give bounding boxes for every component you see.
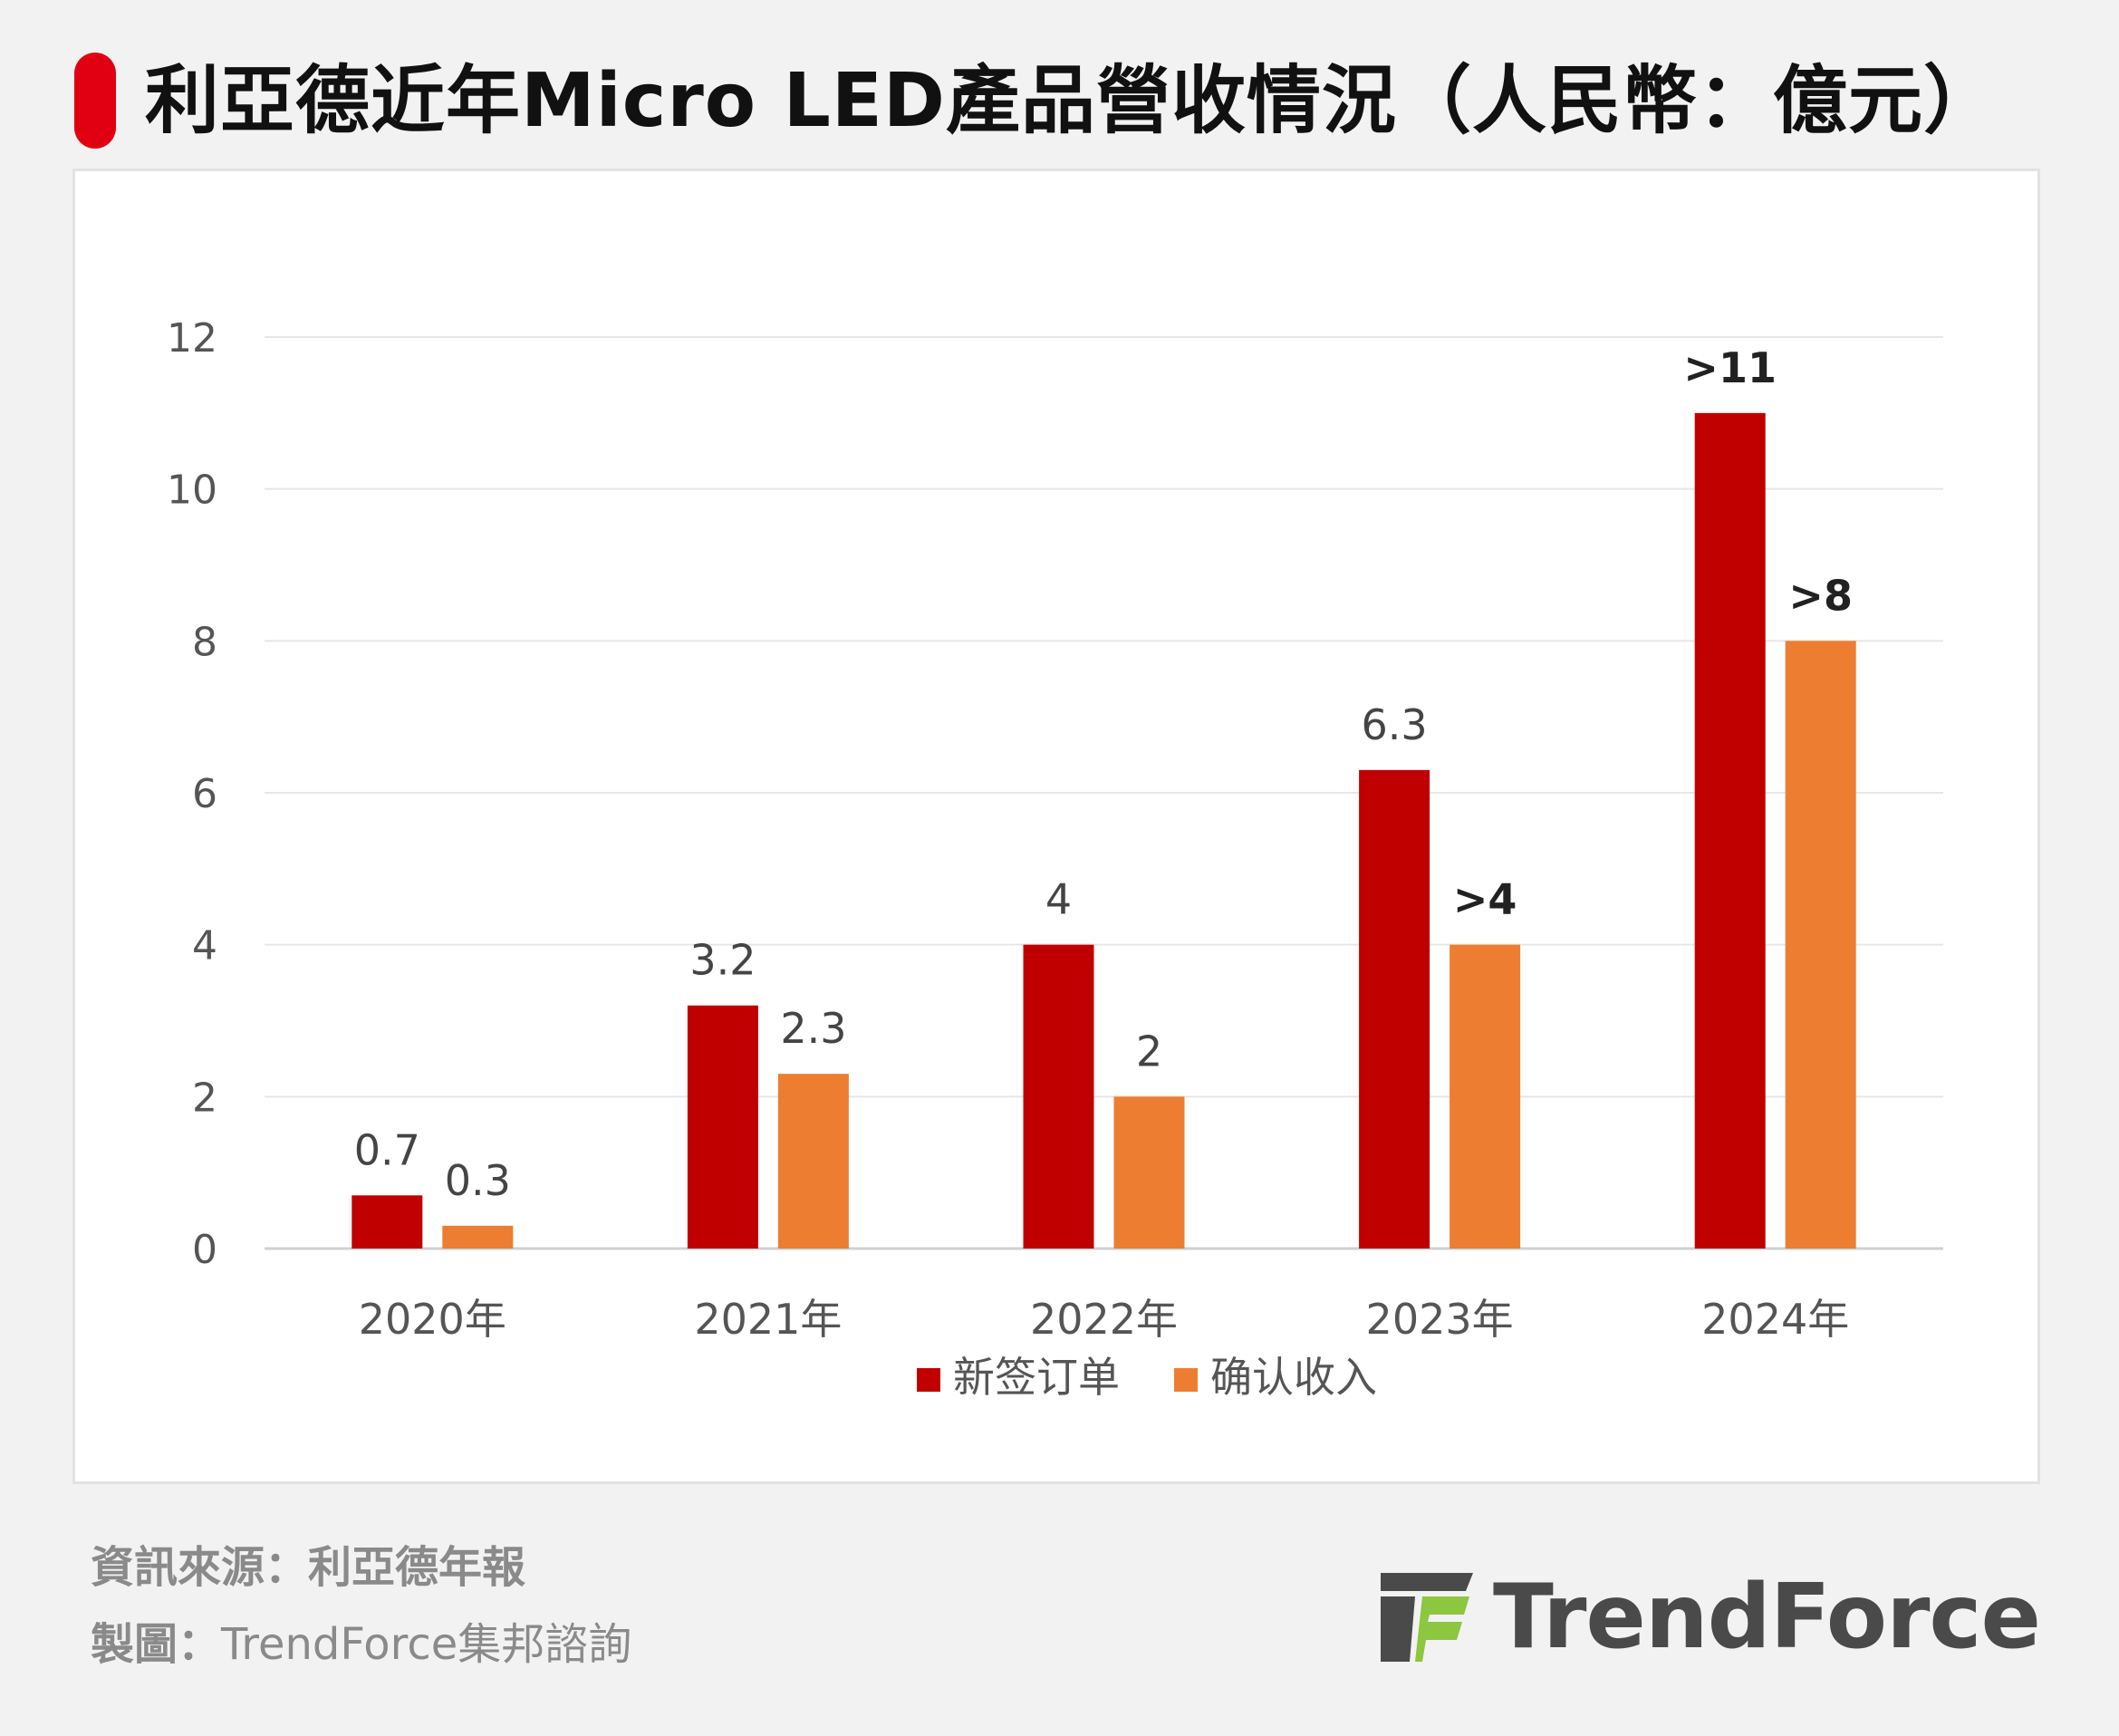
y-tick-label: 4: [192, 923, 217, 969]
legend-swatch: [1174, 1368, 1198, 1392]
maker-value: TrendForce集邦諮詢: [221, 1619, 632, 1670]
data-label: 2.3: [780, 1004, 846, 1053]
bar-new-orders: [687, 1005, 758, 1249]
bar-new-orders: [1694, 412, 1766, 1249]
data-label: 0.7: [354, 1125, 420, 1174]
x-tick-label: 2024年: [1701, 1295, 1849, 1344]
legend-label: 新签订单: [953, 1353, 1120, 1402]
y-tick-label: 2: [192, 1075, 217, 1121]
data-label: >11: [1683, 343, 1777, 392]
x-tick-label: 2022年: [1030, 1295, 1178, 1344]
logo-text: TrendForce: [1493, 1566, 2041, 1669]
bar-new-orders: [1023, 944, 1094, 1249]
x-tick-label: 2020年: [359, 1295, 506, 1344]
bar-confirmed-revenue: [1450, 944, 1521, 1249]
bars: [352, 412, 1856, 1249]
data-label: 6.3: [1362, 700, 1428, 749]
bar-new-orders: [1359, 769, 1430, 1249]
legend: 新签订单 确认收入: [917, 1353, 1377, 1402]
data-labels: 0.7 0.3 3.2 2.3 4 2 6.3 >4 >11 >8: [354, 343, 1853, 1205]
y-tick-label: 8: [192, 619, 217, 665]
title-accent-bar: [74, 53, 116, 149]
trendforce-logo-icon: [1381, 1573, 1473, 1662]
y-tick-label: 10: [167, 468, 217, 514]
x-tick-label: 2023年: [1366, 1295, 1514, 1344]
data-label: >8: [1788, 571, 1853, 620]
bar-confirmed-revenue: [777, 1074, 849, 1249]
y-tick-label: 6: [192, 771, 217, 817]
grid-lines: [265, 336, 1943, 1250]
source-note: 資訊來源：利亞德年報: [91, 1542, 526, 1593]
legend-swatch: [917, 1368, 940, 1392]
data-label: >4: [1453, 875, 1517, 924]
bar-confirmed-revenue: [1785, 641, 1856, 1249]
bar-confirmed-revenue: [442, 1225, 514, 1249]
bar-new-orders: [352, 1195, 423, 1249]
data-label: 3.2: [689, 936, 756, 985]
y-tick-label: 0: [192, 1227, 217, 1273]
data-label: 2: [1136, 1027, 1162, 1075]
y-axis-ticks: 0 2 4 6 8 10 12: [167, 315, 217, 1273]
chart-title: 利亞德近年Micro LED產品營收情況（人民幣：億元）: [145, 58, 1999, 144]
bar-confirmed-revenue: [1113, 1096, 1185, 1249]
maker-note: 製圖：TrendForce集邦諮詢: [91, 1608, 631, 1672]
x-tick-label: 2021年: [694, 1295, 842, 1344]
data-label: 4: [1045, 875, 1072, 924]
x-axis-ticks: 2020年 2021年 2022年 2023年 2024年: [359, 1295, 1849, 1344]
legend-label: 确认收入: [1210, 1353, 1377, 1402]
trendforce-logo: TrendForce: [1375, 1567, 2046, 1667]
maker-label: 製圖：: [91, 1619, 222, 1670]
y-tick-label: 12: [167, 315, 217, 362]
data-label: 0.3: [445, 1156, 511, 1205]
